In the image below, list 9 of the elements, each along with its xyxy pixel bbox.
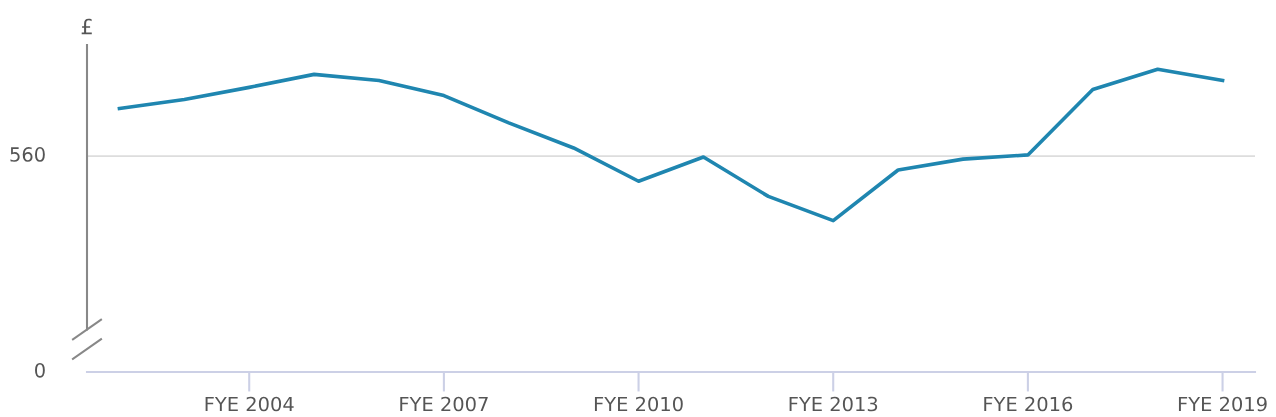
text: 0 [35, 362, 45, 378]
x-tick-label: FYE 2007 [400, 396, 488, 412]
x-tick-label: FYE 2004 [205, 396, 294, 412]
y-axis-title: £ [81, 18, 92, 35]
text: 560 [10, 147, 45, 162]
x-tick-label: FYE 2019 [1178, 396, 1267, 412]
x-tick-label: FYE 2016 [984, 396, 1073, 412]
x-tick-label: FYE 2010 [594, 396, 683, 412]
x-tick-label: FYE 2013 [789, 396, 878, 412]
